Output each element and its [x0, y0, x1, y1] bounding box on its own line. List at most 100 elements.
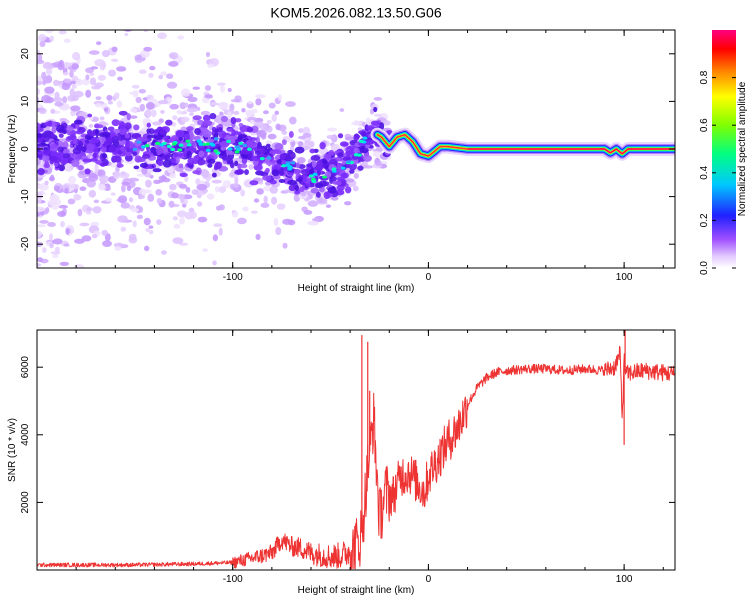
spectrogram-noise-blob	[44, 30, 55, 34]
spectrogram-hot-spot	[171, 142, 177, 146]
spectrogram-noise-blob	[86, 22, 90, 26]
spectrogram-noise-blob	[126, 185, 132, 192]
spectrogram-noise-blob	[57, 210, 67, 218]
spectrogram-core-blob	[126, 147, 131, 153]
spectrogram-core-blob	[313, 164, 324, 171]
spectrogram-hot-spot	[155, 141, 160, 145]
spectrogram-noise-blob	[186, 107, 198, 113]
spectrogram-hot-spot	[266, 156, 272, 160]
spectrogram-core-blob	[288, 130, 294, 138]
spectrogram-noise-blob	[138, 89, 147, 94]
spectrogram-core-blob	[265, 167, 270, 174]
spectrogram-noise-blob	[99, 175, 109, 184]
spectrogram-noise-blob	[86, 206, 93, 212]
spectrogram-noise-blob	[49, 35, 54, 42]
spectrogram-noise-blob	[250, 210, 258, 214]
spectrogram-hot-spot	[198, 142, 204, 146]
colorbar-tick-label: 0.2	[699, 213, 710, 227]
spectrogram-y-ticks: -20 -10 0 10 20	[20, 48, 675, 251]
spectrogram-core-blob	[116, 136, 124, 141]
spectrogram-hot-spot	[226, 139, 231, 144]
spectrogram-noise-blob	[130, 207, 140, 213]
spectrogram-noise-blob	[232, 158, 243, 162]
spectrogram-core-blob	[262, 175, 272, 181]
spectrogram-core-blob	[192, 170, 201, 175]
spectrogram-noise-blob	[37, 224, 47, 228]
spectrogram-noise-blob	[67, 198, 76, 205]
spectrogram-hot-spot	[178, 143, 184, 147]
spectrogram-hot-spot	[162, 141, 167, 146]
spectrogram-hot-spot	[259, 157, 265, 161]
spectrogram-noise-blob	[275, 123, 281, 131]
spectrogram-noise-blob	[148, 72, 154, 79]
colorbar-tick-label: 0.8	[699, 70, 710, 84]
spectrogram-noise-blob	[105, 197, 113, 202]
spectrogram-noise-blob	[233, 182, 239, 189]
spectrogram-core-blob	[274, 143, 284, 151]
spectrogram-core-blob	[57, 146, 64, 153]
spectrogram-noise-blob	[158, 74, 164, 80]
spectrogram-noise-blob	[145, 228, 150, 232]
spectrogram-noise-blob	[196, 201, 203, 207]
spectrogram-core-blob	[108, 144, 117, 153]
spectrogram-noise-blob	[37, 184, 45, 190]
snr-panel: -100 0 100 2000 4000 6000 Height of straight…	[7, 329, 676, 596]
spectrogram-noise-blob	[50, 108, 56, 114]
spectrogram-core-blob	[238, 134, 248, 139]
spectrogram-core-blob	[302, 175, 307, 183]
spectrogram-noise-blob	[161, 250, 167, 255]
spectrogram-noise-blob	[111, 58, 119, 63]
snr-y-label: SNR (10 * v/v)	[7, 418, 18, 482]
spectrogram-noise-blob	[248, 164, 254, 170]
spectrogram-core-blob	[316, 169, 321, 176]
spectrogram-noise-blob	[134, 54, 143, 61]
spectrogram-noise-blob	[237, 217, 247, 225]
spectrogram-noise-blob	[327, 127, 337, 132]
spectrogram-core-blob	[41, 155, 51, 162]
spectrogram-core-blob	[344, 186, 352, 194]
spectrogram-noise-blob	[69, 88, 75, 97]
spectrogram-core-blob	[214, 128, 219, 134]
spectrogram-noise-blob	[128, 197, 134, 203]
spectrogram-core-blob	[44, 159, 49, 168]
spectrogram-noise-blob	[45, 75, 53, 84]
spectrogram-noise-blob	[101, 229, 108, 236]
spectrogram-core-blob	[111, 119, 120, 127]
spectrogram-core-blob	[71, 159, 80, 167]
spectrogram-core-blob	[229, 162, 235, 169]
spectrogram-noise-blob	[245, 109, 254, 117]
spectrogram-noise-blob	[158, 99, 169, 105]
spectrogram-noise-blob	[63, 163, 74, 172]
spectrogram-noise-blob	[156, 197, 163, 205]
spectrogram-noise-blob	[92, 206, 102, 214]
spectrogram-noise-blob	[184, 211, 195, 220]
spectrogram-noise-blob	[68, 286, 78, 293]
spectrogram-noise-blob	[120, 226, 127, 232]
spectrogram-noise-blob	[207, 63, 215, 68]
spectrogram-noise-blob	[37, 87, 41, 96]
spectrogram-hot-spot	[340, 166, 346, 170]
spectrogram-noise-blob	[143, 189, 152, 194]
spectrogram-noise-blob	[91, 234, 98, 239]
spectrogram-noise-blob	[116, 100, 123, 108]
spectrogram-core-blob	[230, 117, 237, 125]
spectrogram-core-blob	[249, 137, 257, 142]
spectrogram-noise-blob	[212, 234, 219, 242]
spectrogram-core-blob	[150, 146, 157, 154]
spectrogram-noise-blob	[54, 303, 63, 308]
spectrogram-core-blob	[244, 169, 249, 175]
spectrogram-noise-blob	[218, 227, 223, 236]
colorbar-ticks: 0.0 0.2 0.4 0.6 0.8	[699, 70, 736, 275]
spectrogram-core-blob	[329, 176, 337, 182]
spectrogram-core-blob	[43, 149, 53, 155]
spectrogram-noise-blob	[121, 181, 130, 186]
spectrogram-noise-blob	[300, 191, 307, 197]
spectrogram-noise-blob	[206, 193, 215, 200]
spectrogram-noise-blob	[95, 96, 102, 101]
spectrogram-core-blob	[345, 150, 355, 155]
spectrogram-core-blob	[353, 133, 360, 141]
spectrogram-core-blob	[73, 119, 83, 125]
spectrogram-core-blob	[87, 113, 93, 118]
spectrogram-core-blob	[94, 123, 100, 129]
